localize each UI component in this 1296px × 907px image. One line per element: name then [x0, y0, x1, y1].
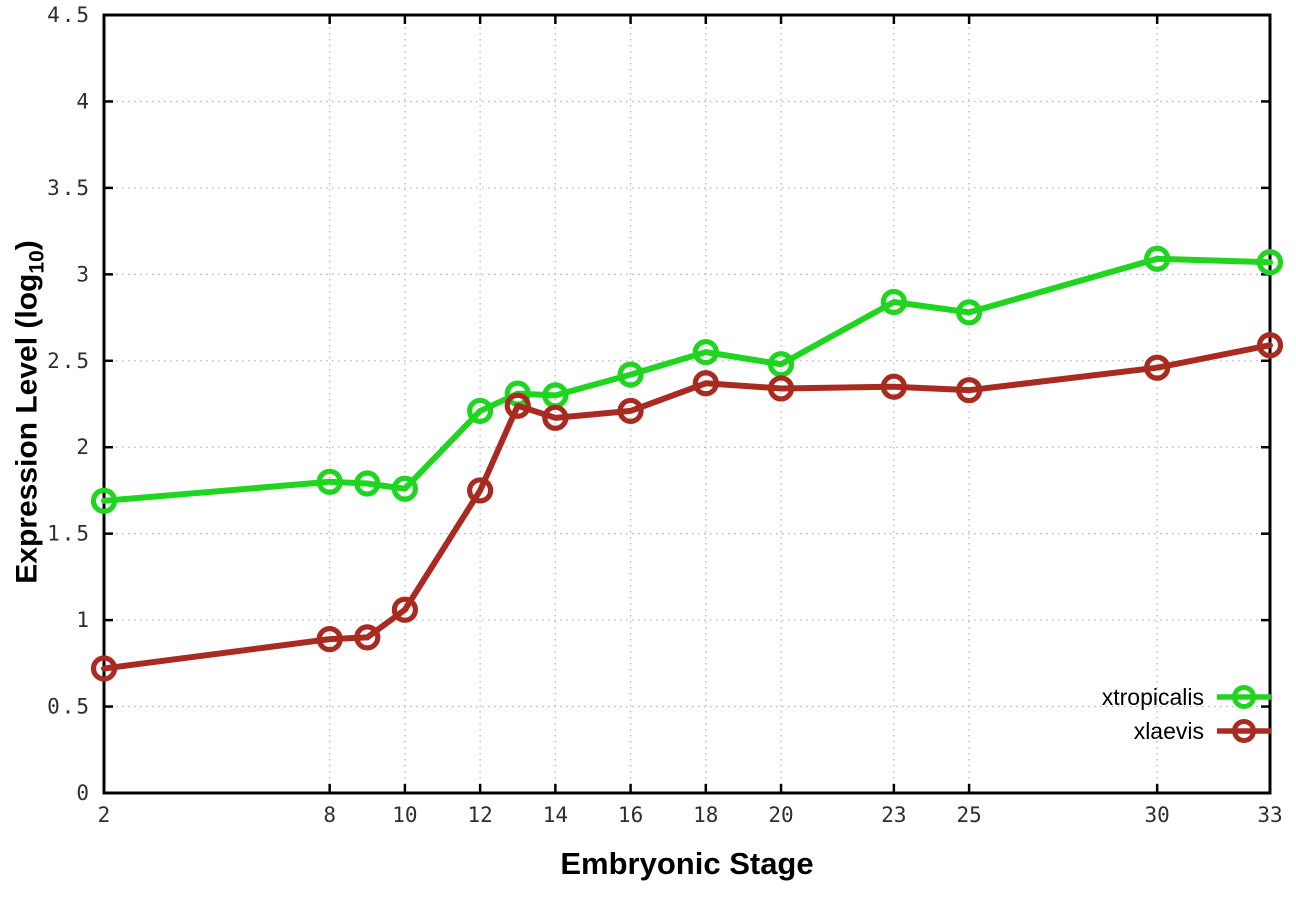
marker-xlaevis-stage-23	[880, 373, 907, 400]
legend-label-xlaevis: xlaevis	[1133, 718, 1204, 744]
marker-xtropicalis-stage-8	[316, 468, 343, 495]
legend: xtropicalis xlaevis	[1102, 682, 1272, 746]
x-tick-label: 23	[881, 803, 906, 827]
y-tick-label: 4.5	[47, 3, 91, 27]
y-tick-label: 2	[76, 435, 91, 459]
legend-sample-marker-icon	[1232, 719, 1256, 743]
marker-xtropicalis-stage-9	[354, 470, 381, 497]
y-axis-title-close: )	[10, 240, 44, 251]
plot-border	[102, 13, 1272, 795]
y-axis-title-subscript: 10	[25, 250, 49, 274]
x-tick-label: 10	[392, 803, 417, 827]
y-tick-label: 4	[76, 89, 91, 113]
x-tick-label: 33	[1257, 803, 1282, 827]
marker-xlaevis-stage-20	[767, 375, 795, 402]
marker-xtropicalis-stage-18	[692, 339, 719, 366]
marker-xtropicalis-stage-33	[1256, 249, 1284, 276]
marker-xtropicalis-stage-2	[90, 487, 118, 514]
marker-xlaevis-stage-9	[354, 624, 381, 651]
y-tick-label: 0	[76, 781, 91, 805]
x-tick-label: 30	[1145, 803, 1170, 827]
legend-label-xtropicalis: xtropicalis	[1101, 684, 1204, 710]
marker-xtropicalis-stage-25	[955, 299, 983, 326]
marker-xtropicalis-stage-10	[391, 475, 419, 502]
marker-xtropicalis-stage-30	[1144, 245, 1171, 272]
marker-xlaevis-stage-13	[504, 392, 531, 419]
marker-xtropicalis-stage-16	[617, 361, 644, 388]
series-line-xtropicalis	[101, 255, 1273, 504]
x-tick-label: 8	[323, 803, 336, 827]
x-axis-title: Embryonic Stage	[560, 846, 814, 881]
marker-xlaevis-stage-10	[391, 596, 419, 623]
marker-xlaevis-stage-33	[1256, 332, 1284, 359]
y-axis-title: Expression Level (log10)	[11, 240, 50, 583]
legend-sample-xlaevis	[1217, 719, 1271, 743]
marker-xlaevis-stage-12	[467, 477, 494, 504]
marker-xtropicalis-stage-12	[467, 397, 494, 425]
x-tick-label: 2	[98, 803, 111, 827]
y-tick-label: 3.5	[47, 176, 91, 200]
x-tick-label: 25	[956, 803, 981, 827]
marker-xlaevis-stage-18	[692, 370, 719, 397]
legend-item-xlaevis: xlaevis	[1134, 716, 1272, 746]
y-tick-label: 3	[76, 262, 91, 286]
x-tick-label: 12	[467, 803, 492, 827]
y-tick-label: 1	[76, 608, 91, 632]
marker-xlaevis-stage-30	[1144, 354, 1171, 381]
y-axis-title-text: Expression Level (log	[10, 273, 44, 584]
y-tick-label: 0.5	[47, 695, 91, 719]
x-tick-label: 20	[768, 803, 793, 827]
y-tick-label: 1.5	[47, 522, 91, 546]
x-tick-label: 18	[693, 803, 718, 827]
marker-xtropicalis-stage-23	[880, 288, 907, 316]
x-tick-label: 16	[618, 803, 643, 827]
marker-xlaevis-stage-14	[542, 404, 569, 431]
y-tick-label: 2.5	[47, 349, 91, 373]
marker-xlaevis-stage-2	[90, 655, 118, 682]
legend-item-xtropicalis: xtropicalis	[1102, 682, 1272, 712]
marker-xlaevis-stage-25	[955, 377, 983, 404]
legend-sample-xtropicalis	[1217, 685, 1271, 709]
x-tick-label: 14	[543, 803, 568, 827]
marker-xtropicalis-stage-20	[767, 351, 795, 378]
marker-xlaevis-stage-8	[316, 626, 343, 653]
marker-xlaevis-stage-16	[617, 397, 644, 425]
legend-sample-marker-icon	[1232, 685, 1256, 709]
